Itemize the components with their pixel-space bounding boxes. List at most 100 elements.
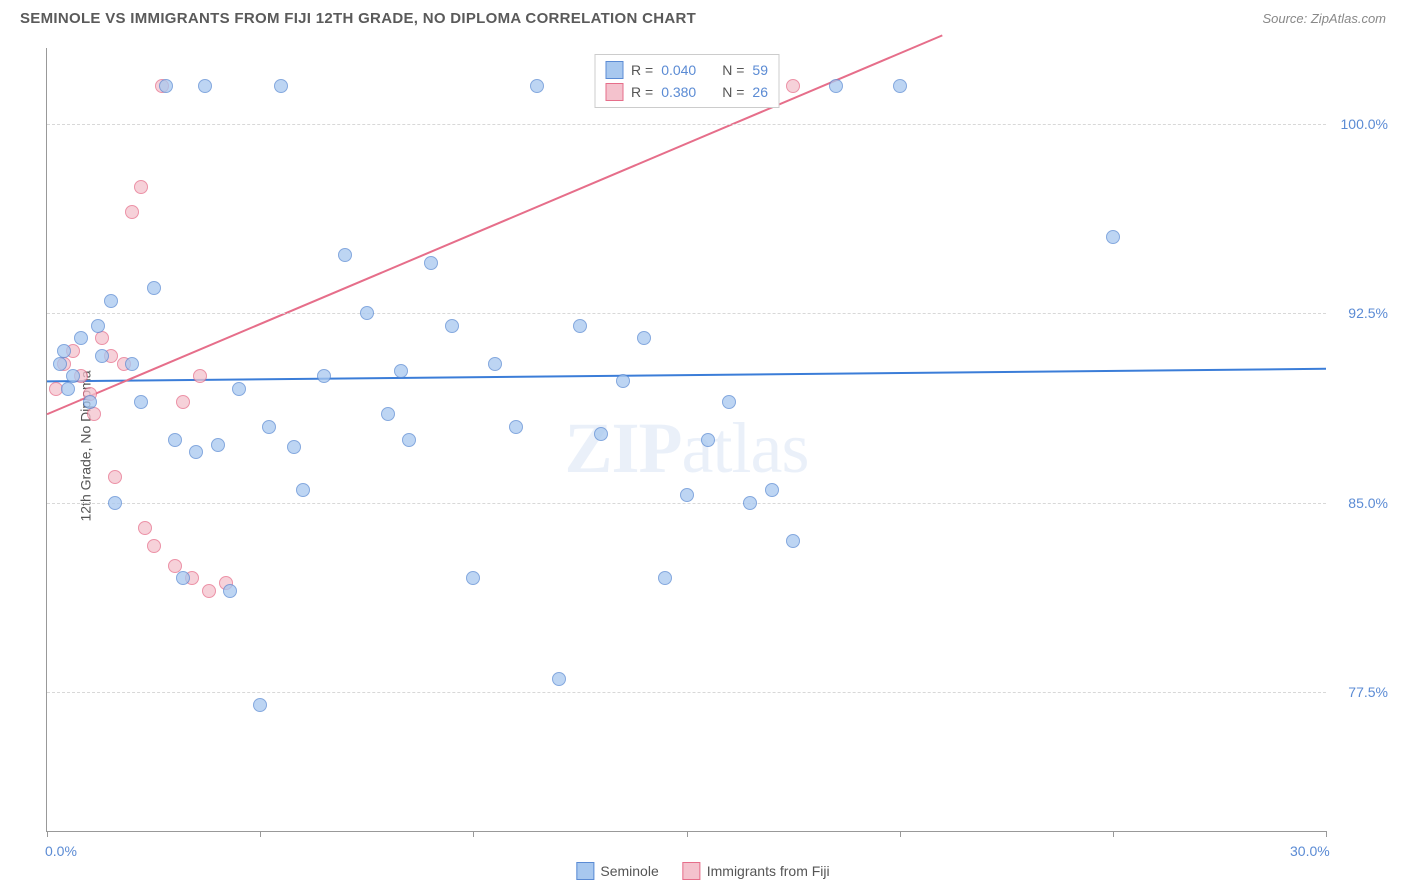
scatter-point: [125, 205, 139, 219]
scatter-point: [402, 433, 416, 447]
legend-swatch: [576, 862, 594, 880]
scatter-point: [680, 488, 694, 502]
scatter-point: [74, 331, 88, 345]
y-tick-label: 85.0%: [1348, 495, 1388, 511]
x-tick: [47, 831, 48, 837]
scatter-point: [53, 357, 67, 371]
scatter-point: [61, 382, 75, 396]
scatter-point: [104, 294, 118, 308]
scatter-point: [202, 584, 216, 598]
scatter-point: [287, 440, 301, 454]
scatter-point: [658, 571, 672, 585]
scatter-point: [765, 483, 779, 497]
stats-row: R =0.380N =26: [605, 81, 768, 103]
n-label: N =: [722, 62, 744, 78]
scatter-point: [198, 79, 212, 93]
scatter-point: [424, 256, 438, 270]
chart-header: SEMINOLE VS IMMIGRANTS FROM FIJI 12TH GR…: [0, 0, 1406, 35]
scatter-point: [317, 369, 331, 383]
scatter-point: [189, 445, 203, 459]
x-tick: [1326, 831, 1327, 837]
scatter-point: [147, 539, 161, 553]
scatter-point: [211, 438, 225, 452]
legend-item: Immigrants from Fiji: [683, 862, 830, 880]
scatter-point: [360, 306, 374, 320]
scatter-point: [743, 496, 757, 510]
scatter-point: [223, 584, 237, 598]
r-label: R =: [631, 84, 653, 100]
r-label: R =: [631, 62, 653, 78]
scatter-point: [159, 79, 173, 93]
scatter-point: [108, 470, 122, 484]
scatter-point: [616, 374, 630, 388]
stats-row: R = 0.040 N = 59: [605, 59, 768, 81]
source-label: Source: ZipAtlas.com: [1262, 11, 1386, 26]
scatter-point: [138, 521, 152, 535]
scatter-point: [338, 248, 352, 262]
scatter-point: [108, 496, 122, 510]
scatter-point: [57, 344, 71, 358]
scatter-point: [594, 427, 608, 441]
scatter-point: [176, 571, 190, 585]
plot-svg: [47, 48, 1326, 831]
y-tick-label: 92.5%: [1348, 305, 1388, 321]
scatter-point: [488, 357, 502, 371]
x-tick: [687, 831, 688, 837]
legend-label: Immigrants from Fiji: [707, 863, 830, 879]
scatter-point: [893, 79, 907, 93]
scatter-point: [1106, 230, 1120, 244]
scatter-point: [466, 571, 480, 585]
x-tick-label: 30.0%: [1290, 843, 1330, 859]
scatter-point: [509, 420, 523, 434]
scatter-point: [253, 698, 267, 712]
x-tick: [1113, 831, 1114, 837]
scatter-point: [168, 559, 182, 573]
scatter-point: [91, 319, 105, 333]
legend-item: Seminole: [576, 862, 658, 880]
scatter-point: [176, 395, 190, 409]
scatter-point: [552, 672, 566, 686]
scatter-point: [168, 433, 182, 447]
n-value: 59: [752, 62, 768, 78]
scatter-point: [274, 79, 288, 93]
stats-swatch: [605, 83, 623, 101]
chart-title: SEMINOLE VS IMMIGRANTS FROM FIJI 12TH GR…: [20, 10, 696, 27]
scatter-point: [134, 395, 148, 409]
scatter-point: [83, 395, 97, 409]
scatter-point: [381, 407, 395, 421]
scatter-point: [701, 433, 715, 447]
scatter-point: [829, 79, 843, 93]
grid-line: [47, 503, 1326, 504]
y-tick-label: 100.0%: [1341, 116, 1388, 132]
y-tick-label: 77.5%: [1348, 684, 1388, 700]
scatter-point: [193, 369, 207, 383]
scatter-point: [95, 349, 109, 363]
scatter-chart: ZIPatlas R =0.040N =59R =0.380N =26 77.5…: [46, 48, 1326, 832]
scatter-point: [637, 331, 651, 345]
scatter-point: [95, 331, 109, 345]
stats-swatch: [605, 61, 623, 79]
legend-swatch: [683, 862, 701, 880]
n-label: N =: [722, 84, 744, 100]
scatter-point: [66, 369, 80, 383]
trend-line: [47, 369, 1326, 382]
scatter-point: [394, 364, 408, 378]
scatter-point: [445, 319, 459, 333]
scatter-point: [786, 534, 800, 548]
scatter-point: [296, 483, 310, 497]
scatter-point: [147, 281, 161, 295]
n-value: 26: [752, 84, 768, 100]
x-tick-label: 0.0%: [45, 843, 77, 859]
x-tick: [473, 831, 474, 837]
legend-label: Seminole: [600, 863, 658, 879]
scatter-point: [573, 319, 587, 333]
scatter-point: [722, 395, 736, 409]
scatter-point: [232, 382, 246, 396]
scatter-point: [786, 79, 800, 93]
grid-line: [47, 692, 1326, 693]
legend: Seminole Immigrants from Fiji: [576, 862, 829, 880]
scatter-point: [262, 420, 276, 434]
r-value: 0.040: [661, 62, 696, 78]
grid-line: [47, 124, 1326, 125]
scatter-point: [134, 180, 148, 194]
